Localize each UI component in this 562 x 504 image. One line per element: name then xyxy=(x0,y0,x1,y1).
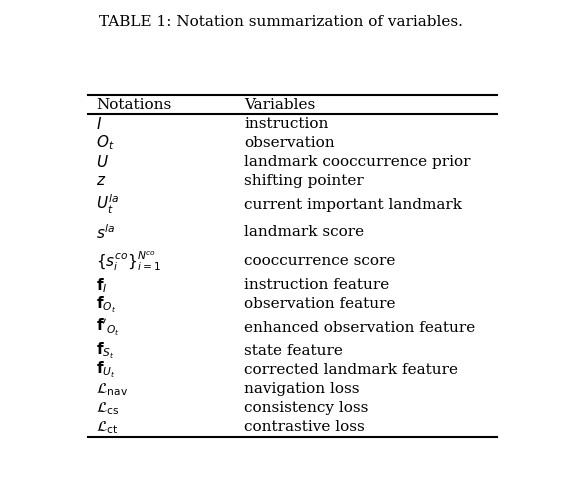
Text: $U_t^{la}$: $U_t^{la}$ xyxy=(97,193,120,216)
Text: $U$: $U$ xyxy=(97,154,109,170)
Text: $\mathbf{f}_I$: $\mathbf{f}_I$ xyxy=(97,276,108,295)
Text: $\mathbf{f}'_{O_t}$: $\mathbf{f}'_{O_t}$ xyxy=(97,317,120,338)
Text: $\mathcal{L}_{\mathrm{ct}}$: $\mathcal{L}_{\mathrm{ct}}$ xyxy=(97,419,119,436)
Text: current important landmark: current important landmark xyxy=(244,198,463,212)
Text: observation: observation xyxy=(244,136,335,150)
Text: Notations: Notations xyxy=(97,98,171,112)
Text: $I$: $I$ xyxy=(97,116,102,132)
Text: Variables: Variables xyxy=(244,98,316,112)
Text: instruction feature: instruction feature xyxy=(244,278,389,292)
Text: enhanced observation feature: enhanced observation feature xyxy=(244,321,475,335)
Text: $\mathcal{L}_{\mathrm{cs}}$: $\mathcal{L}_{\mathrm{cs}}$ xyxy=(97,400,120,417)
Text: corrected landmark feature: corrected landmark feature xyxy=(244,363,459,377)
Text: $\mathbf{f}_{O_t}$: $\mathbf{f}_{O_t}$ xyxy=(97,294,117,314)
Text: landmark cooccurrence prior: landmark cooccurrence prior xyxy=(244,155,471,169)
Text: $z$: $z$ xyxy=(97,174,107,188)
Text: $\mathbf{f}_{S_t}$: $\mathbf{f}_{S_t}$ xyxy=(97,341,115,361)
Text: $\{s_i^{co}\}_{i=1}^{N^{co}}$: $\{s_i^{co}\}_{i=1}^{N^{co}}$ xyxy=(97,249,161,273)
Text: state feature: state feature xyxy=(244,344,343,358)
Text: instruction: instruction xyxy=(244,117,329,131)
Text: contrastive loss: contrastive loss xyxy=(244,420,365,434)
Text: TABLE 1: Notation summarization of variables.: TABLE 1: Notation summarization of varia… xyxy=(99,15,463,29)
Text: $s^{la}$: $s^{la}$ xyxy=(97,223,116,241)
Text: observation feature: observation feature xyxy=(244,297,396,311)
Text: landmark score: landmark score xyxy=(244,225,365,239)
Text: $\mathcal{L}_{\mathrm{nav}}$: $\mathcal{L}_{\mathrm{nav}}$ xyxy=(97,381,128,398)
Text: shifting pointer: shifting pointer xyxy=(244,174,364,188)
Text: $\mathbf{f}_{U_t}$: $\mathbf{f}_{U_t}$ xyxy=(97,360,116,381)
Text: consistency loss: consistency loss xyxy=(244,401,369,415)
Text: navigation loss: navigation loss xyxy=(244,382,360,396)
Text: cooccurrence score: cooccurrence score xyxy=(244,254,396,268)
Text: $O_t$: $O_t$ xyxy=(97,134,115,152)
